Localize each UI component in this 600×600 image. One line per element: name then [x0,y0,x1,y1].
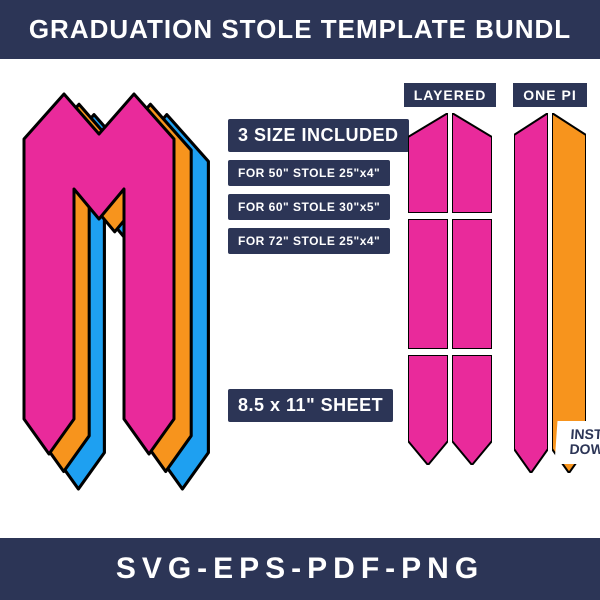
sizes-heading: 3 SIZE INCLUDED [228,119,409,152]
layered-row-1 [408,219,492,349]
download-badge: INST DOW [554,421,600,464]
title-bar: GRADUATION STOLE TEMPLATE BUNDL [0,0,600,59]
layered-panel [408,355,448,465]
sheet-size-badge: 8.5 x 11" SHEET [228,389,393,422]
layered-panel [452,219,492,349]
download-line-1: INST [570,427,600,442]
content-area: 3 SIZE INCLUDED FOR 50" STOLE 25"x4" FOR… [0,59,600,538]
footer-bar: SVG-EPS-PDF-PNG [0,538,600,600]
layered-panel [408,219,448,349]
size-line-3: FOR 72" STOLE 25"x4" [228,228,390,254]
layered-row-0 [408,113,492,213]
layered-label: LAYERED [404,83,497,107]
download-line-2: DOW [569,443,600,458]
product-card: GRADUATION STOLE TEMPLATE BUNDL 3 SIZE I… [0,0,600,600]
layered-row-2 [408,355,492,465]
stole-stack [14,79,224,489]
info-column: 3 SIZE INCLUDED FOR 50" STOLE 25"x4" FOR… [228,119,388,254]
onepiece-panel-pink [514,113,548,473]
onepiece-column: ONE PI [510,83,590,473]
size-line-2: FOR 60" STOLE 30"x5" [228,194,390,220]
onepiece-pair [514,113,586,473]
size-line-1: FOR 50" STOLE 25"x4" [228,160,390,186]
layered-rows [408,113,492,465]
layered-column: LAYERED [405,83,495,465]
onepiece-panel-orange [552,113,586,473]
onepiece-label: ONE PI [513,83,586,107]
layered-panel [452,113,492,213]
layered-panel [408,113,448,213]
layered-panel [452,355,492,465]
